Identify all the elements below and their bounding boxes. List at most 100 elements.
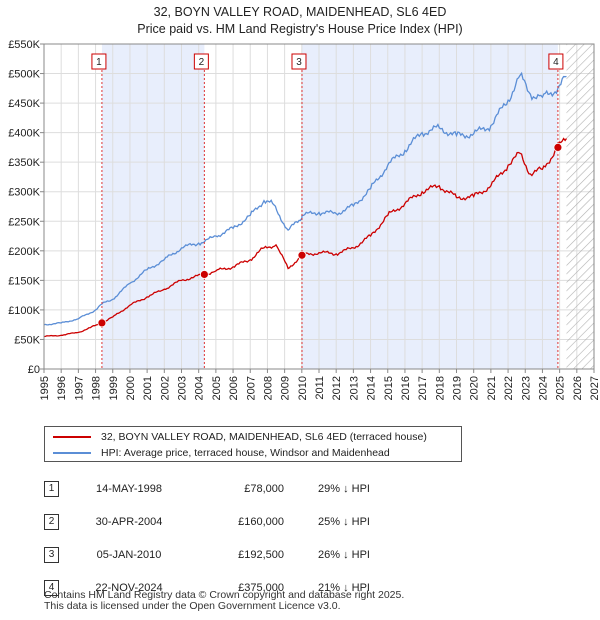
- sale-label-2: 2: [199, 57, 205, 68]
- sale-label-box-1: [91, 53, 107, 70]
- x-tick-label: 2004: [194, 376, 206, 400]
- sale-label-4: 4: [553, 57, 559, 68]
- x-tick-label: 2003: [177, 376, 189, 400]
- legend-label-hpi: HPI: Average price, terraced house, Wind…: [101, 447, 390, 459]
- x-tick-label: 2017: [417, 376, 429, 400]
- x-tick-label: 2006: [228, 376, 240, 400]
- y-tick-label: £150K: [8, 275, 40, 287]
- sales-table-row: 3 05-JAN-2010 £192,500 26% ↓ HPI: [44, 538, 408, 571]
- footer: Contains HM Land Registry data © Crown c…: [44, 590, 404, 612]
- x-tick-label: 1996: [56, 376, 68, 400]
- footer-line-1: Contains HM Land Registry data © Crown c…: [44, 589, 405, 601]
- y-tick-label: £500K: [8, 69, 40, 81]
- sale-number-cell: 2: [44, 505, 66, 538]
- legend-swatch-red: [53, 436, 91, 438]
- x-tick-label: 2022: [503, 376, 515, 400]
- shaded-band-2: [301, 44, 558, 369]
- y-tick-label: £250K: [8, 216, 40, 228]
- sale-label-box-3: [291, 53, 307, 70]
- sales-table-row: 2 30-APR-2004 £160,000 25% ↓ HPI: [44, 505, 408, 538]
- sale-number-badge: 4: [44, 579, 59, 596]
- x-tick-label: 2013: [348, 376, 360, 400]
- x-tick-label: 2019: [452, 376, 464, 400]
- x-tick-label: 2027: [589, 376, 600, 400]
- x-tick-label: 2021: [486, 376, 498, 400]
- x-tick-label: 2024: [537, 376, 549, 400]
- sale-label-box-2: [193, 53, 209, 70]
- sale-point-2: [199, 270, 209, 279]
- y-tick-label: £350K: [8, 157, 40, 169]
- legend-swatch-blue: [53, 452, 91, 454]
- sales-table: 1 14-MAY-1998 £78,000 29% ↓ HPI 2 30-APR-2004…: [44, 472, 408, 604]
- legend-label-property: 32, BOYN VALLEY ROAD, MAIDENHEAD, SL6 4E…: [101, 431, 427, 443]
- chart-title-line-1: 32, BOYN VALLEY ROAD, MAIDENHEAD, SL6 4E…: [153, 5, 447, 19]
- x-tick-label: 2010: [297, 376, 309, 400]
- shaded-band-1: [101, 44, 205, 369]
- future-hatch-area: [566, 44, 594, 369]
- sale-date: 14-MAY-1998: [95, 482, 163, 495]
- sale-number-badge: 1: [44, 480, 59, 497]
- y-tick-label: £50K: [14, 334, 40, 346]
- x-tick-label: 2025: [555, 376, 567, 400]
- x-tick-label: 1998: [91, 376, 103, 400]
- sale-point-1: [97, 318, 107, 328]
- y-tick-label: £0: [28, 364, 40, 376]
- legend: 32, BOYN VALLEY ROAD, MAIDENHEAD, SL6 4E…: [44, 426, 462, 462]
- legend-item-hpi: HPI: Average price, terraced house, Wind…: [53, 445, 390, 461]
- x-tick-label: 1995: [39, 376, 51, 400]
- y-tick-label: £100K: [8, 305, 40, 317]
- x-tick-label: 2023: [520, 376, 532, 400]
- x-tick-label: 2016: [400, 376, 412, 400]
- x-tick-label: 1999: [108, 376, 120, 400]
- y-tick-label: £450K: [8, 98, 40, 110]
- sale-number-badge: 3: [44, 546, 59, 563]
- sale-price: £192,500: [238, 548, 284, 561]
- x-tick-label: 2015: [383, 376, 395, 400]
- sale-hpi: 26% ↓ HPI: [318, 548, 370, 561]
- sale-label-box-4: [548, 53, 564, 70]
- series-line-hpi: [43, 71, 567, 326]
- x-tick-label: 2020: [469, 376, 481, 400]
- sale-date: 22-NOV-2024: [95, 581, 163, 594]
- sale-date: 30-APR-2004: [95, 515, 163, 528]
- y-tick-label: £300K: [8, 187, 40, 199]
- y-tick-label: £400K: [8, 128, 40, 140]
- sales-table-row: 4 22-NOV-2024 £375,000 21% ↓ HPI: [44, 571, 408, 604]
- x-tick-label: 2011: [314, 376, 326, 400]
- x-tick-label: 2009: [280, 376, 292, 400]
- x-tick-label: 2005: [211, 376, 223, 400]
- sale-price: £160,000: [238, 515, 284, 528]
- x-tick-label: 2002: [159, 376, 171, 400]
- sale-label-1: 1: [96, 57, 102, 68]
- x-tick-label: 2001: [142, 376, 154, 400]
- chart-title-line-2: Price paid vs. HM Land Registry's House …: [137, 22, 463, 36]
- sale-hpi: 25% ↓ HPI: [318, 515, 370, 528]
- x-tick-label: 2008: [262, 376, 274, 400]
- x-tick-label: 2026: [572, 376, 584, 400]
- x-tick-label: 1997: [73, 376, 85, 400]
- x-tick-label: 2018: [434, 376, 446, 400]
- sale-number-cell: 4: [44, 571, 66, 604]
- sale-number-badge: 2: [44, 513, 59, 530]
- x-tick-label: 2000: [125, 376, 137, 400]
- legend-item-property: 32, BOYN VALLEY ROAD, MAIDENHEAD, SL6 4E…: [53, 429, 427, 445]
- sale-label-3: 3: [296, 57, 302, 68]
- chart-title: 32, BOYN VALLEY ROAD, MAIDENHEAD, SL6 4E…: [0, 4, 600, 38]
- footer-line-2: This data is licensed under the Open Gov…: [44, 600, 341, 612]
- sale-hpi: 21% ↓ HPI: [318, 581, 370, 594]
- y-tick-label: £200K: [8, 246, 40, 258]
- price-chart: 1 2 3 4 £0 £50K £100K £150K £200K £250K £300K £350…: [8, 39, 600, 400]
- sale-hpi: 29% ↓ HPI: [318, 482, 370, 495]
- sale-price: £78,000: [244, 482, 284, 495]
- sale-price: £375,000: [238, 581, 284, 594]
- sale-date: 05-JAN-2010: [96, 548, 162, 561]
- sales-table-row: 1 14-MAY-1998 £78,000 29% ↓ HPI: [44, 472, 408, 505]
- x-tick-label: 2007: [245, 376, 257, 400]
- y-tick-label: £550K: [8, 39, 40, 51]
- sale-number-cell: 1: [44, 472, 66, 505]
- sale-point-4: [553, 143, 563, 152]
- x-tick-label: 2012: [331, 376, 343, 400]
- sale-number-cell: 3: [44, 538, 66, 571]
- sale-point-3: [297, 250, 307, 260]
- x-tick-label: 2014: [366, 376, 378, 400]
